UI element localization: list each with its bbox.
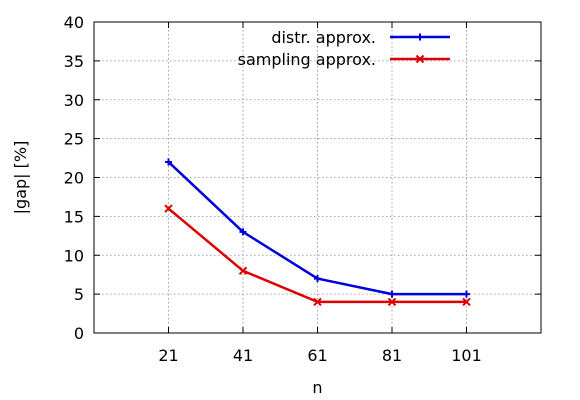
point-marker <box>388 290 396 298</box>
y-tick-label: 20 <box>64 169 84 188</box>
x-tick-label: 61 <box>307 346 327 365</box>
y-tick-label: 10 <box>64 246 84 265</box>
point-marker <box>239 228 247 236</box>
y-tick-label: 25 <box>64 130 84 149</box>
legend-label: distr. approx. <box>271 28 376 47</box>
point-marker <box>314 275 321 283</box>
point-marker <box>313 297 322 307</box>
y-tick-label: 5 <box>74 285 84 304</box>
point-marker <box>463 290 470 298</box>
y-tick-label: 40 <box>64 13 84 32</box>
y-axis-label: |gap| [%] <box>11 141 30 215</box>
x-tick-label: 41 <box>233 346 253 365</box>
x-tick-label: 21 <box>158 346 178 365</box>
point-marker <box>416 33 424 41</box>
y-tick-label: 15 <box>64 207 84 226</box>
point-marker <box>238 266 248 276</box>
legend-entry: distr. approx. <box>271 28 450 47</box>
y-tick-label: 30 <box>64 91 84 110</box>
x-tick-label: 81 <box>382 346 402 365</box>
legend-entry: sampling approx. <box>238 50 450 69</box>
y-tick-label: 35 <box>64 52 84 71</box>
point-marker <box>462 297 471 307</box>
series-2 <box>164 204 471 307</box>
point-marker <box>164 204 173 213</box>
legend-label: sampling approx. <box>238 50 376 69</box>
series-1 <box>165 158 470 298</box>
point-marker <box>165 158 172 166</box>
x-axis-label: n <box>312 378 322 397</box>
legend: distr. approx. sampling approx. <box>238 28 450 69</box>
point-marker <box>387 297 397 307</box>
series-layer <box>164 158 471 307</box>
point-marker <box>415 54 425 64</box>
x-tick-label: 101 <box>451 346 482 365</box>
axis-ticks: 0 5 10 15 20 25 30 35 40 21 41 61 81 101 <box>64 13 541 365</box>
y-tick-label: 0 <box>74 324 84 343</box>
